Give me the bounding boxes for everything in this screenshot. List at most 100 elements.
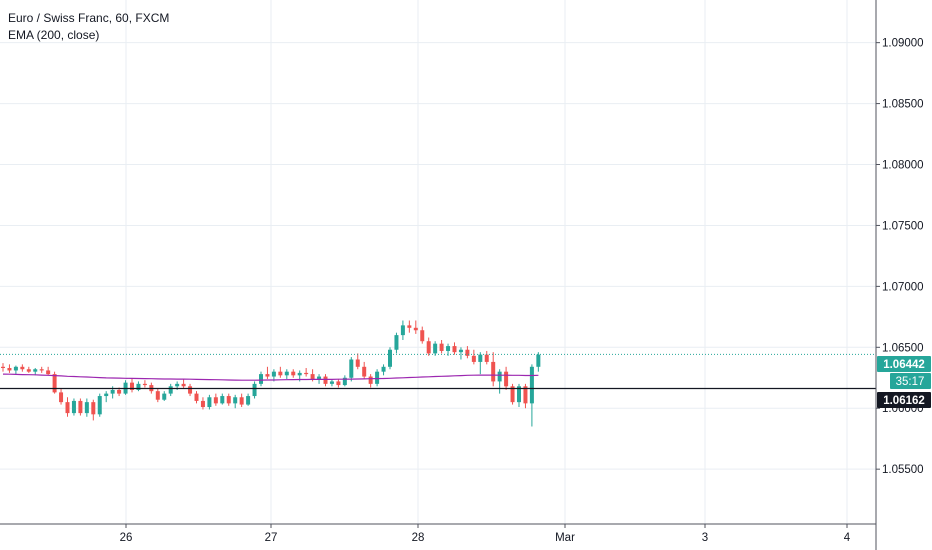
candle <box>278 366 283 378</box>
candle-body <box>39 369 44 371</box>
candle <box>497 369 502 394</box>
candle-body <box>213 397 218 404</box>
candle-body <box>529 366 534 404</box>
candle <box>13 365 18 375</box>
candle <box>194 391 199 404</box>
candle-body <box>78 400 83 414</box>
candle-body <box>368 376 373 384</box>
candle <box>349 357 354 382</box>
candle-body <box>452 346 457 353</box>
candle <box>78 398 83 416</box>
price-axis[interactable] <box>876 0 932 524</box>
candle <box>426 337 431 356</box>
candle-body <box>91 402 96 415</box>
last-price-label: 1.06442 <box>877 356 931 372</box>
candle <box>252 381 257 399</box>
candle-body <box>13 366 18 371</box>
candle <box>517 383 521 408</box>
candle <box>181 378 186 389</box>
candle <box>491 352 496 387</box>
candle <box>188 383 193 397</box>
vertical-gridlines <box>125 0 848 524</box>
candle <box>465 346 470 359</box>
candle <box>304 368 309 377</box>
candle <box>213 393 218 406</box>
candle <box>271 369 276 382</box>
candle-body <box>471 355 476 362</box>
candle-body <box>226 396 231 404</box>
candle <box>407 320 412 333</box>
candle <box>291 369 296 378</box>
candle <box>529 364 534 427</box>
candle-body <box>1 366 5 369</box>
candle-body <box>433 343 438 354</box>
candle <box>59 388 64 405</box>
candle <box>484 350 489 365</box>
candle-body <box>510 386 515 403</box>
candle-body <box>304 372 309 375</box>
candle-body <box>465 349 470 356</box>
candle-body <box>65 402 70 414</box>
candle <box>510 383 515 405</box>
candle-body <box>168 386 173 394</box>
candle-body <box>278 371 283 376</box>
candle-body <box>175 383 180 387</box>
candle-body <box>323 376 328 384</box>
candle-body <box>420 330 425 342</box>
candle <box>84 398 89 417</box>
candle-body <box>523 386 528 404</box>
time-axis-ticks: 26 27 28 Mar 3 4 <box>120 524 851 544</box>
candle <box>97 393 102 417</box>
candle-body <box>162 393 167 400</box>
candle <box>362 361 367 379</box>
candle <box>478 352 483 375</box>
candle-body <box>491 361 496 382</box>
candle <box>91 399 96 421</box>
candle-body <box>155 391 160 400</box>
candle-body <box>458 349 463 353</box>
candle <box>433 341 438 356</box>
candle-body <box>130 382 134 390</box>
candle <box>446 343 451 356</box>
candle-body <box>291 371 296 376</box>
candle <box>207 394 212 410</box>
horizontal-gridlines <box>0 42 876 470</box>
candle-body <box>181 383 186 387</box>
candle <box>439 339 444 354</box>
candle <box>329 378 334 387</box>
candle <box>381 364 386 376</box>
candle-body <box>297 372 302 376</box>
indicator-title[interactable]: EMA (200, close) <box>8 28 100 42</box>
candle-body <box>194 393 199 401</box>
candle-body <box>207 397 212 408</box>
candle-body <box>7 368 12 371</box>
candle-body <box>26 369 31 372</box>
chart-legend: Euro / Swiss Franc, 60, FXCM EMA (200, c… <box>8 10 169 44</box>
candle-body <box>271 371 276 377</box>
ema-line <box>2 373 539 381</box>
tick-label-y: 1.09000 <box>882 38 924 50</box>
symbol-title[interactable]: Euro / Swiss Franc, 60, FXCM <box>8 11 170 25</box>
candlestick-series <box>1 320 541 427</box>
candle-body <box>246 396 251 405</box>
candle-body <box>336 381 341 386</box>
candle <box>413 320 418 334</box>
tick-label-x: 26 <box>120 532 133 544</box>
candle <box>523 383 528 409</box>
candle-body <box>59 392 64 403</box>
candle <box>233 394 238 409</box>
candle <box>26 366 31 373</box>
candle-body <box>497 371 502 382</box>
candle-body <box>439 343 444 351</box>
candle-body <box>342 377 347 386</box>
candle <box>104 391 109 403</box>
candle-body <box>259 374 263 384</box>
candle-body <box>117 389 122 394</box>
candle <box>342 375 347 387</box>
tick-label-y: 1.07500 <box>882 220 924 232</box>
candle <box>155 388 160 403</box>
candle-body <box>142 383 147 386</box>
candle <box>265 366 270 379</box>
tick-label-y: 1.08500 <box>882 99 924 111</box>
